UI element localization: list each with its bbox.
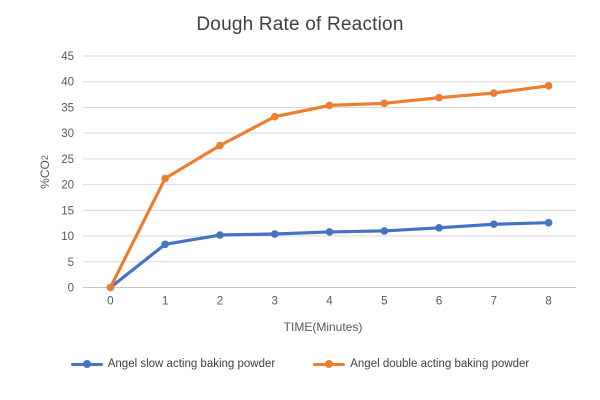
data-point-marker bbox=[380, 227, 389, 235]
data-point-marker bbox=[161, 174, 169, 183]
data-point-marker bbox=[544, 82, 553, 90]
data-point-marker bbox=[216, 141, 224, 150]
x-axis-title: TIME(Minutes) bbox=[283, 320, 363, 334]
y-tick-label: 40 bbox=[61, 77, 74, 89]
x-tick-label: 8 bbox=[545, 296, 551, 308]
x-tick-label: 2 bbox=[217, 296, 223, 308]
legend-label-double: Angel double acting baking powder bbox=[350, 358, 530, 370]
data-point-marker bbox=[544, 218, 553, 227]
y-tick-label: 45 bbox=[61, 51, 74, 63]
data-point-marker bbox=[325, 101, 334, 110]
legend-label-slow: Angel slow acting baking powder bbox=[107, 358, 276, 370]
x-tick-label: 1 bbox=[162, 296, 168, 308]
data-point-marker bbox=[106, 283, 115, 292]
legend-marker-double-icon bbox=[313, 360, 346, 369]
data-point-marker bbox=[435, 224, 443, 232]
x-tick-label: 4 bbox=[326, 296, 333, 308]
data-point-marker bbox=[325, 228, 334, 236]
legend-item-double: Angel double acting baking powder bbox=[313, 358, 529, 370]
data-point-marker bbox=[490, 89, 498, 97]
x-tick-label: 7 bbox=[491, 296, 497, 308]
data-point-marker bbox=[435, 93, 443, 102]
y-tick-label: 35 bbox=[61, 102, 74, 114]
y-tick-label: 25 bbox=[61, 154, 74, 166]
legend: Angel slow acting baking powder Angel do… bbox=[0, 358, 600, 370]
data-point-marker bbox=[490, 220, 498, 229]
x-tick-label: 5 bbox=[381, 296, 387, 308]
x-tick-label: 0 bbox=[107, 296, 113, 308]
legend-item-slow: Angel slow acting baking powder bbox=[70, 358, 276, 370]
series-line-1 bbox=[108, 84, 551, 290]
y-tick-label: 20 bbox=[61, 180, 74, 192]
x-tick-label: 3 bbox=[272, 296, 278, 308]
y-tick-label: 30 bbox=[61, 128, 74, 140]
data-point-marker bbox=[161, 240, 169, 249]
legend-marker-slow-icon bbox=[70, 360, 103, 369]
x-tick-label: 6 bbox=[436, 296, 442, 308]
y-tick-label: 15 bbox=[61, 205, 74, 217]
data-point-marker bbox=[270, 112, 279, 121]
data-point-marker bbox=[270, 230, 279, 238]
data-point-marker bbox=[380, 99, 389, 108]
y-tick-label: 0 bbox=[68, 283, 74, 295]
y-tick-label: 10 bbox=[61, 231, 74, 243]
y-tick-label: 5 bbox=[68, 257, 74, 269]
data-point-marker bbox=[216, 231, 224, 239]
chart-title: Dough Rate of Reaction bbox=[196, 14, 404, 35]
